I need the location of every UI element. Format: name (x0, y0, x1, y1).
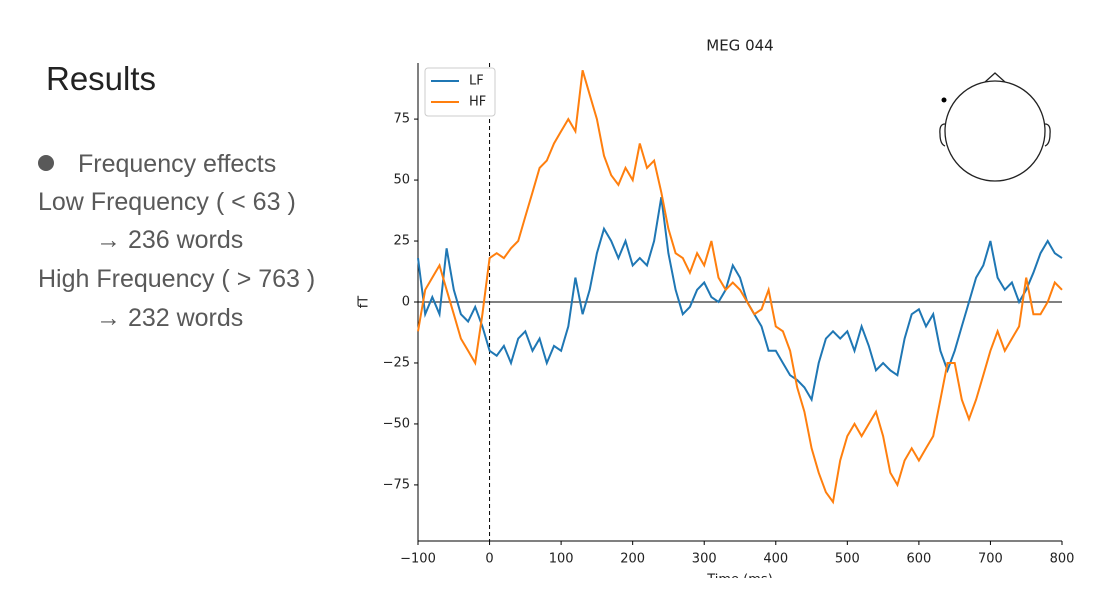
line-series (417, 70, 1063, 505)
text-line: → 236 words (96, 226, 244, 254)
x-tick-label: 0 (485, 552, 493, 567)
x-tick-label: 800 (1050, 552, 1075, 567)
y-axis-label: fT (357, 296, 372, 309)
x-tick-label: 600 (906, 552, 931, 567)
legend-label: HF (469, 95, 486, 110)
x-tick-label: 100 (549, 552, 574, 567)
bullet-text: Frequency effects (78, 150, 277, 178)
x-tick-label: 400 (763, 552, 788, 567)
bullet: Frequency effects (38, 150, 276, 179)
x-tick-label: −100 (400, 552, 436, 567)
x-tick-label: 200 (620, 552, 645, 567)
y-tick-label: 0 (402, 295, 410, 310)
y-tick-label: 50 (393, 173, 410, 188)
x-tick-label: 700 (978, 552, 1003, 567)
y-tick-label: 75 (393, 112, 410, 127)
text-line: Low Frequency ( < 63 ) (38, 188, 296, 216)
text-line: High Frequency ( > 763 ) (38, 265, 316, 293)
line-series (417, 196, 1063, 403)
legend-label: LF (469, 74, 484, 89)
slide-title: Results (46, 60, 157, 97)
y-tick-label: −25 (383, 355, 410, 370)
chart-title: MEG 044 (706, 37, 773, 55)
y-tick-label: −50 (383, 416, 410, 431)
x-tick-label: 300 (692, 552, 717, 567)
x-axis-label: Time (ms) (706, 573, 773, 579)
y-tick-label: 25 (393, 234, 410, 249)
y-tick-label: −75 (383, 477, 410, 492)
x-tick-label: 500 (835, 552, 860, 567)
head-icon (939, 72, 1051, 182)
text-line: → 232 words (96, 304, 244, 332)
chart: MEG 044 Time (ms) fT −75 −50 −25 0 25 50 75 −10… (357, 37, 1075, 579)
